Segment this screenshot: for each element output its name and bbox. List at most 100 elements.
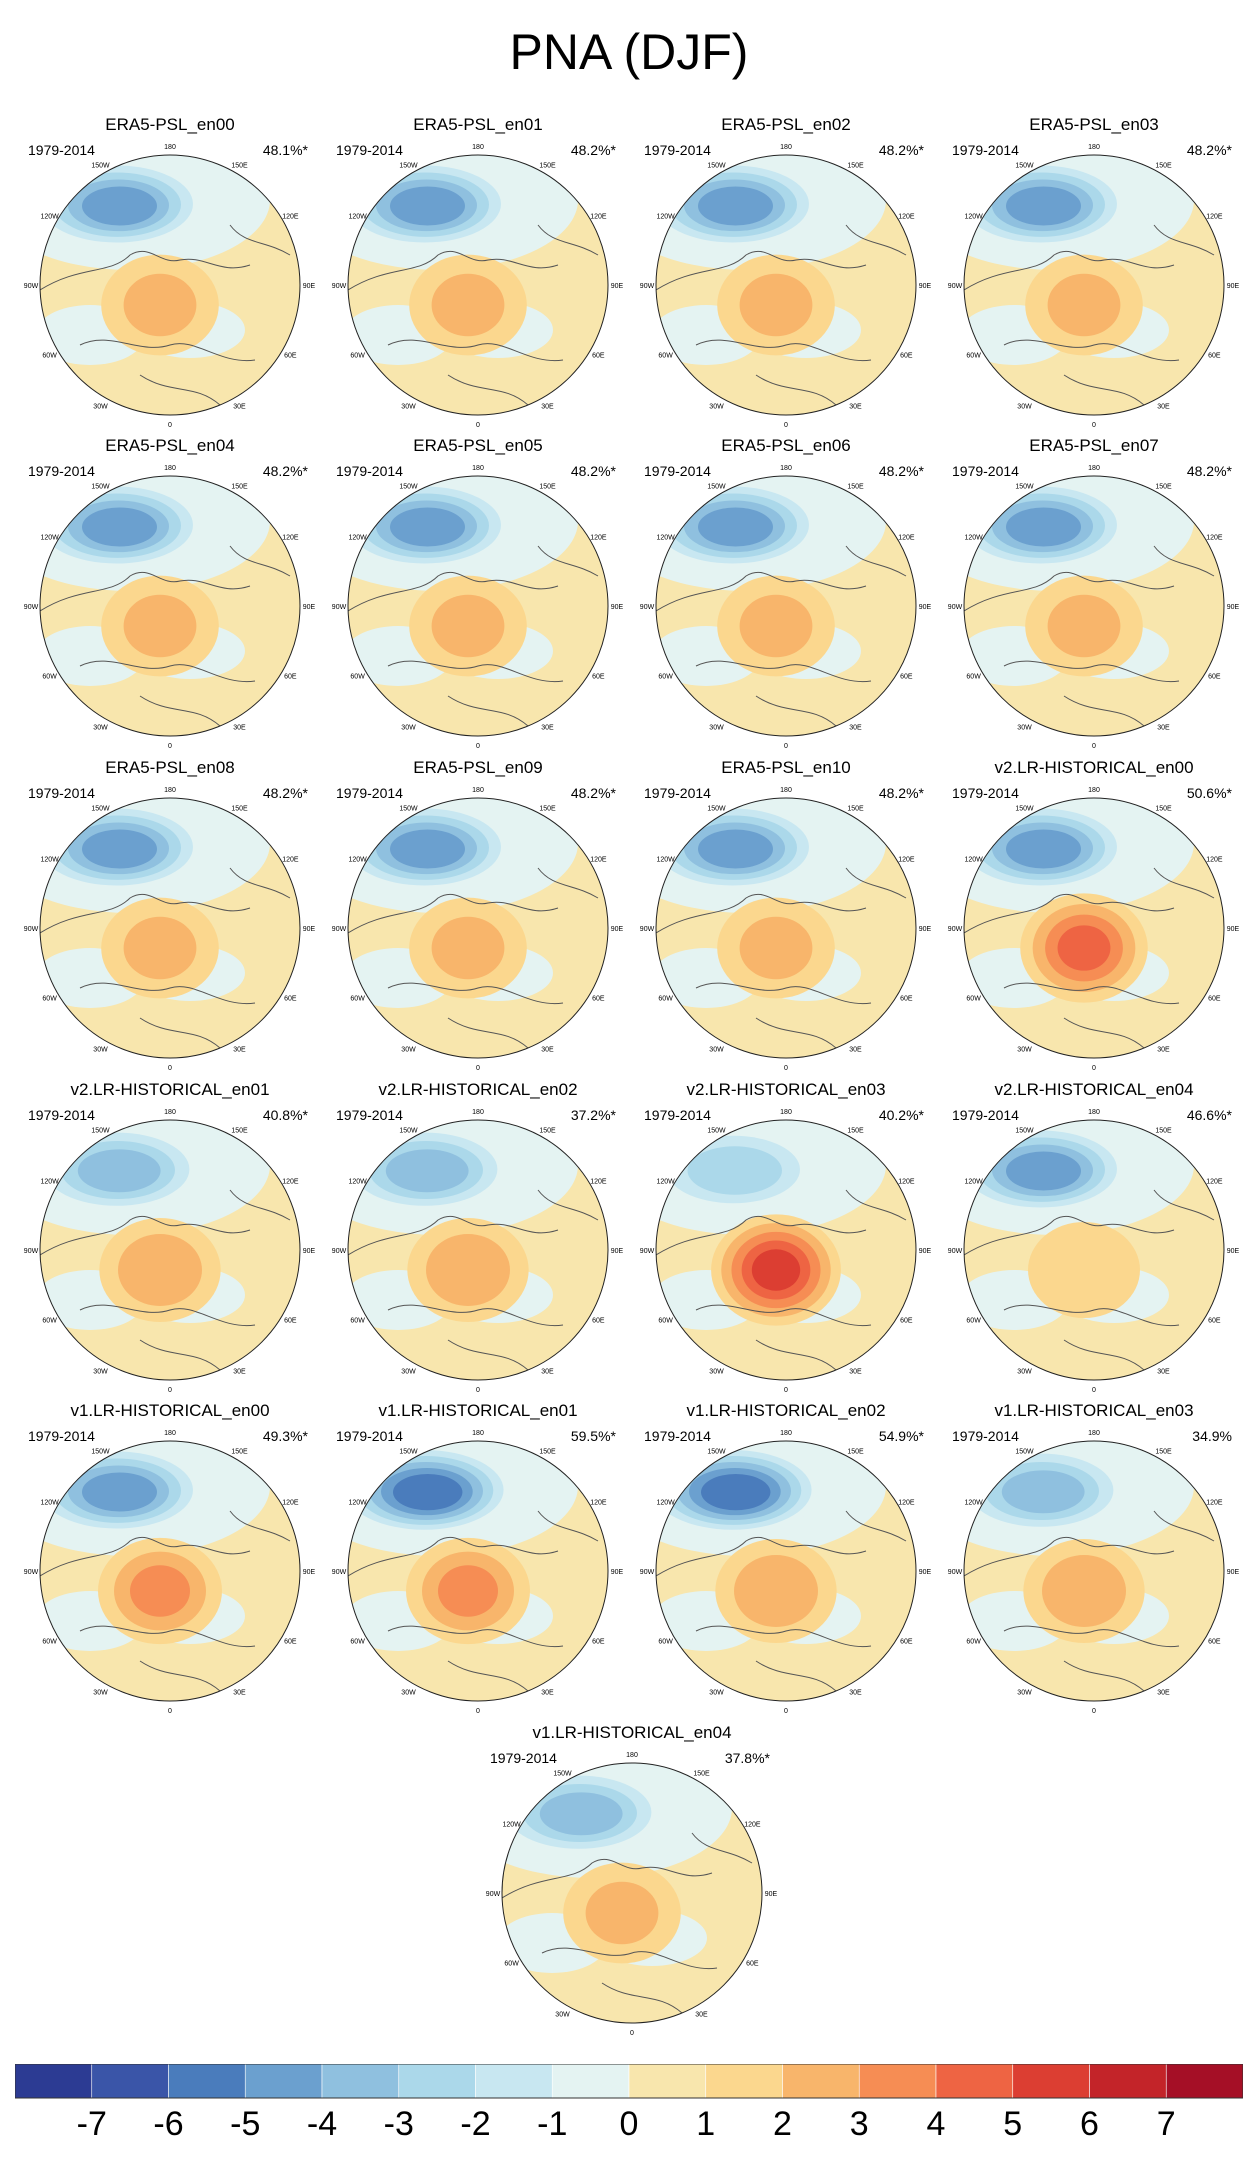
- variance-percent: 50.6%*: [1186, 785, 1232, 801]
- panel-title: ERA5-PSL_en03: [1029, 115, 1159, 134]
- period-label: 1979-2014: [28, 1428, 95, 1444]
- longitude-label: 180: [780, 1430, 792, 1437]
- colorbar-cell: [475, 2064, 553, 2099]
- coastline: [348, 867, 599, 1049]
- map-panel: 180 150E 120E 90E 60E 30E 0 30W 60W 90W 120W 150W ER…: [328, 758, 628, 1078]
- map-panel: 180 150E 120E 90E 60E 30E 0 30W 60W 90W 120W 150W ER…: [20, 115, 320, 435]
- map-boundary: [655, 797, 917, 1059]
- longitude-label: 30W: [93, 1046, 108, 1053]
- longitude-label: 90E: [919, 604, 932, 611]
- longitude-label: 90W: [332, 1248, 347, 1255]
- map-boundary: [655, 1119, 917, 1381]
- longitude-label: 0: [168, 1065, 172, 1072]
- period-label: 1979-2014: [644, 1107, 711, 1123]
- longitude-label: 0: [476, 422, 480, 429]
- longitude-label: 60W: [658, 996, 673, 1003]
- variance-percent: 48.2%*: [570, 463, 616, 479]
- variance-percent: 40.2%*: [878, 1107, 924, 1123]
- low-pressure-contour: [1006, 507, 1081, 547]
- coastline: [964, 224, 1215, 406]
- longitude-label: 90W: [640, 1569, 655, 1576]
- high-pressure-contour: [426, 1234, 510, 1306]
- coastline: [348, 224, 599, 406]
- longitude-label: 90W: [948, 1569, 963, 1576]
- longitude-label: 120W: [964, 1179, 983, 1186]
- variance-percent: 48.2%*: [570, 785, 616, 801]
- longitude-label: 120E: [590, 857, 607, 864]
- low-pressure-contour: [701, 1474, 771, 1511]
- longitude-label: 0: [168, 422, 172, 429]
- longitude-label: 30E: [541, 724, 554, 731]
- polar-map: 180 150E 120E 90E 60E 30E 0 30W 60W 90W 120W 150W: [24, 1430, 316, 1715]
- longitude-label: 90E: [303, 283, 316, 290]
- longitude-label: 150E: [231, 484, 248, 491]
- high-pressure-contour: [734, 1555, 818, 1627]
- longitude-label: 180: [1088, 787, 1100, 794]
- colorbar-tick-label: 1: [696, 2105, 716, 2143]
- longitude-label: 150W: [553, 1771, 572, 1778]
- longitude-label: 60E: [1208, 1318, 1221, 1325]
- variance-percent: 48.2%*: [570, 142, 616, 158]
- longitude-label: 0: [630, 2030, 634, 2037]
- period-label: 1979-2014: [336, 1428, 403, 1444]
- map-panel: 180 150E 120E 90E 60E 30E 0 30W 60W 90W 120W 150W v2…: [944, 758, 1244, 1078]
- longitude-label: 90W: [24, 1569, 39, 1576]
- colorbar-cell: [398, 2064, 476, 2099]
- longitude-label: 150E: [231, 1128, 248, 1135]
- longitude-label: 30W: [709, 1368, 724, 1375]
- coastline: [40, 1189, 291, 1371]
- longitude-label: 0: [1092, 422, 1096, 429]
- longitude-label: 90E: [1227, 283, 1240, 290]
- map-boundary: [39, 475, 301, 737]
- longitude-label: 180: [472, 144, 484, 151]
- longitude-label: 30E: [1157, 1689, 1170, 1696]
- longitude-label: 30W: [1017, 1046, 1032, 1053]
- longitude-label: 30E: [1157, 403, 1170, 410]
- anomaly-field: [348, 1441, 608, 1701]
- low-pressure-contour: [82, 507, 157, 547]
- longitude-label: 30E: [233, 1689, 246, 1696]
- longitude-label: 150W: [707, 1449, 726, 1456]
- high-pressure-contour: [1047, 594, 1121, 658]
- map-boundary: [963, 1440, 1225, 1702]
- coastline: [40, 224, 291, 406]
- anomaly-field: [656, 155, 916, 415]
- longitude-label: 180: [164, 787, 176, 794]
- map-panel: 180 150E 120E 90E 60E 30E 0 30W 60W 90W 120W 150W v2…: [328, 1080, 628, 1400]
- longitude-label: 90W: [948, 283, 963, 290]
- variance-percent: 48.2%*: [1186, 142, 1232, 158]
- longitude-label: 90E: [303, 604, 316, 611]
- map-boundary: [39, 1119, 301, 1381]
- longitude-label: 90W: [24, 926, 39, 933]
- longitude-label: 120E: [590, 214, 607, 221]
- longitude-label: 180: [164, 1430, 176, 1437]
- polar-map: 180 150E 120E 90E 60E 30E 0 30W 60W 90W 120W 150W: [332, 1109, 624, 1394]
- colorbar-tick-label: -3: [383, 2105, 414, 2143]
- period-label: 1979-2014: [28, 463, 95, 479]
- map-panel: 180 150E 120E 90E 60E 30E 0 30W 60W 90W 120W 150W v1…: [944, 1401, 1244, 1721]
- variance-percent: 48.2%*: [1186, 463, 1232, 479]
- longitude-label: 0: [476, 1387, 480, 1394]
- longitude-label: 60W: [42, 1639, 57, 1646]
- colorbar-tick-label: 7: [1156, 2105, 1176, 2143]
- longitude-label: 180: [1088, 465, 1100, 472]
- panel-title: v1.LR-HISTORICAL_en04: [532, 1723, 732, 1742]
- longitude-label: 60W: [350, 1639, 365, 1646]
- longitude-label: 60E: [900, 353, 913, 360]
- longitude-label: 120W: [348, 1179, 367, 1186]
- longitude-label: 120E: [282, 1500, 299, 1507]
- longitude-label: 150W: [707, 1128, 726, 1135]
- longitude-label: 120E: [744, 1822, 761, 1829]
- polar-map: 180 150E 120E 90E 60E 30E 0 30W 60W 90W 120W 150W: [948, 787, 1240, 1072]
- longitude-label: 0: [1092, 1065, 1096, 1072]
- longitude-label: 60E: [1208, 353, 1221, 360]
- longitude-label: 120E: [1206, 1179, 1223, 1186]
- colorbar-cell: [782, 2064, 860, 2099]
- longitude-label: 60E: [746, 1961, 759, 1968]
- coastline: [964, 1510, 1215, 1692]
- longitude-label: 30W: [401, 724, 416, 731]
- longitude-label: 120E: [898, 1179, 915, 1186]
- longitude-label: 30E: [1157, 724, 1170, 731]
- anomaly-field: [40, 476, 300, 736]
- longitude-label: 60E: [284, 996, 297, 1003]
